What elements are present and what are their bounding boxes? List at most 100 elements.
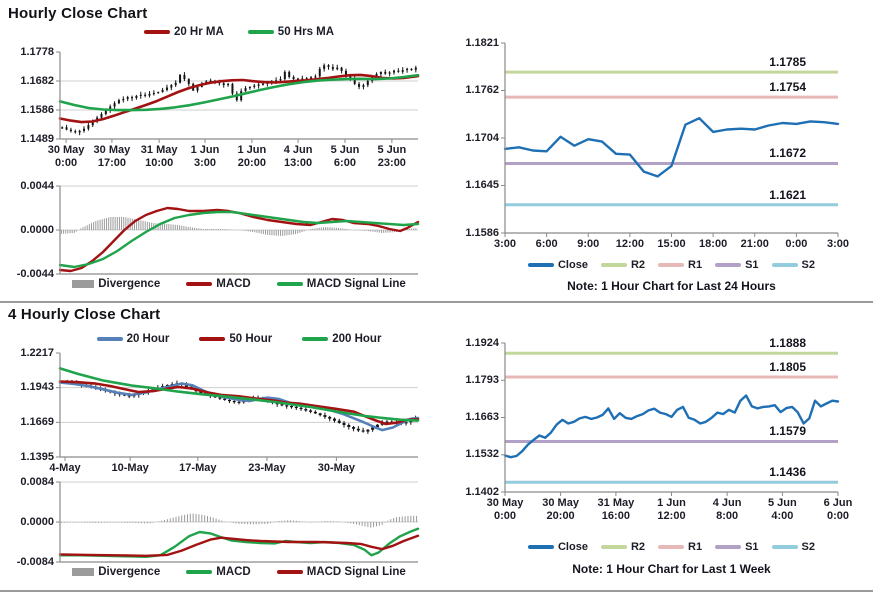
level-label-r1: 1.1754 xyxy=(769,80,806,95)
x-tick-label: 6:00 xyxy=(535,238,558,250)
x-tick-label: 1 Jun 12:00 xyxy=(657,497,686,522)
legend-label: MACD Signal Line xyxy=(306,566,406,578)
y-tick-label: 1.1395 xyxy=(20,450,54,463)
x-tick-label: 4-May xyxy=(49,462,81,474)
legend-swatch-line xyxy=(715,545,742,549)
level-label-s2: 1.1621 xyxy=(769,187,806,202)
y-tick-label: 1.1489 xyxy=(20,132,54,145)
legend-label: S1 xyxy=(745,259,759,271)
macd-signal-line-line xyxy=(58,534,420,558)
y-tick-label: 1.1532 xyxy=(465,448,499,461)
y-tick-label: 1.1821 xyxy=(465,36,499,49)
y-tick-label: 1.1586 xyxy=(465,226,499,239)
x-tick-label: 30 May 0:00 xyxy=(47,144,85,169)
four-hourly-price-legend: 20 Hour 50 Hour 200 Hour xyxy=(60,333,418,345)
legend-label: MACD Signal Line xyxy=(306,278,406,290)
legend-item-macd: MACD xyxy=(186,278,251,290)
legend-item-r1: R1 xyxy=(658,259,702,271)
y-tick-label: -0.0084 xyxy=(16,555,54,568)
level-label-s2: 1.1436 xyxy=(769,465,806,480)
y-tick-label: 1.1762 xyxy=(465,84,499,96)
level-label-s1: 1.1579 xyxy=(769,424,806,439)
legend-label: MACD xyxy=(216,566,251,578)
y-tick-label: 0.0084 xyxy=(20,475,54,488)
legend-swatch-line xyxy=(143,30,170,34)
legend-item-close: Close xyxy=(527,541,588,553)
y-tick-label: 1.1645 xyxy=(465,179,499,191)
legend-item-divergence: Divergence xyxy=(72,566,160,578)
four-hourly-levels-legend: Close R2 R1 S1 S2 xyxy=(495,541,848,553)
candlestick-series xyxy=(61,63,417,136)
hourly-levels-chart: 1.1821 1.1762 1.1704 1.1645 1.1586 3:00 6:00 9:… xyxy=(465,37,849,250)
legend-item-20-hr-ma: 20 Hr MA xyxy=(143,26,224,38)
level-label-s1: 1.1672 xyxy=(769,146,806,161)
x-tick-label: 30-May xyxy=(317,462,356,474)
x-tick-label: 15:00 xyxy=(657,238,686,250)
legend-swatch-line xyxy=(247,30,274,34)
plot-area xyxy=(501,342,840,496)
legend-label: Close xyxy=(557,259,588,271)
legend-item-divergence: Divergence xyxy=(72,278,160,290)
legend-label: 50 Hrs MA xyxy=(277,26,335,38)
legend-label: 50 Hour xyxy=(229,333,273,345)
legend-swatch-line xyxy=(658,545,685,549)
macd-signal-line-line xyxy=(58,210,420,269)
hourly-levels-legend: Close R2 R1 S1 S2 xyxy=(495,259,848,271)
four-hourly-section-title: 4 Hourly Close Chart xyxy=(8,306,161,323)
legend-item-close: Close xyxy=(527,259,588,271)
legend-label: S2 xyxy=(801,541,816,553)
y-tick-label: 1.1943 xyxy=(20,381,54,394)
section-divider xyxy=(0,301,873,303)
four-hourly-macd-legend: Divergence MACD MACD Signal Line xyxy=(60,566,418,578)
legend-label: S2 xyxy=(801,259,816,271)
legend-swatch-line xyxy=(771,263,798,267)
legend-label: R2 xyxy=(630,541,646,553)
x-tick-label: 30 May 17:00 xyxy=(93,144,131,169)
legend-item-s1: S1 xyxy=(715,259,759,271)
legend-swatch-line xyxy=(715,263,742,267)
legend-item-200-hour: 200 Hour xyxy=(302,333,381,345)
x-tick-label: 10-May xyxy=(111,462,149,474)
x-tick-label: 3:00 xyxy=(826,238,850,250)
20-hour-line xyxy=(58,381,420,432)
y-tick-label: 1.2217 xyxy=(20,346,54,359)
x-tick-label: 12:00 xyxy=(615,238,644,250)
200-hour-line xyxy=(58,367,420,422)
legend-label: R2 xyxy=(630,259,646,271)
x-tick-label: 4 Jun 13:00 xyxy=(283,144,313,169)
20-hr-ma-line xyxy=(58,73,420,124)
legend-swatch-bar xyxy=(72,280,95,288)
legend-item-s2: S2 xyxy=(771,259,816,271)
x-tick-label: 5 Jun 23:00 xyxy=(377,144,407,169)
x-tick-label: 3:00 xyxy=(493,238,517,250)
y-tick-label: 0.0000 xyxy=(20,515,54,528)
divergence-bars xyxy=(60,217,417,236)
hourly-levels-note: Note: 1 Hour Chart for Last 24 Hours xyxy=(567,279,776,293)
y-tick-label: 1.1793 xyxy=(465,373,499,386)
four-hourly-macd-chart: 0.0084 0.0000 -0.0084 xyxy=(17,476,420,567)
x-tick-label: 21:00 xyxy=(740,238,769,250)
x-tick-label: 5 Jun 6:00 xyxy=(330,144,360,169)
hourly-price-chart: 1.1778 1.1682 1.1586 1.1489 30 May 0:00 30 May… xyxy=(20,46,420,169)
legend-item-macd-signal-line: MACD Signal Line xyxy=(276,566,406,578)
legend-swatch-line xyxy=(771,545,798,549)
four-hourly-price-chart: 1.2217 1.1943 1.1669 1.1395 4-May 10-May 17-Ma… xyxy=(20,347,420,474)
legend-swatch-line xyxy=(302,337,329,341)
legend-label: MACD xyxy=(216,278,251,290)
legend-swatch-line xyxy=(527,263,554,267)
y-tick-label: 1.1663 xyxy=(465,411,499,423)
x-tick-label: 6 Jun 0:00 xyxy=(823,497,853,522)
x-tick-label: 30 May 20:00 xyxy=(542,497,579,522)
y-tick-label: 1.1586 xyxy=(20,103,54,116)
x-tick-label: 5 Jun 4:00 xyxy=(768,497,797,522)
legend-item-r1: R1 xyxy=(658,541,702,553)
level-label-r1: 1.1805 xyxy=(769,359,806,374)
legend-item-s1: S1 xyxy=(715,541,759,553)
y-tick-label: 1.1704 xyxy=(465,131,499,144)
50-hour-line xyxy=(58,380,420,426)
legend-label: Close xyxy=(557,541,588,553)
x-tick-label: 0:00 xyxy=(785,238,808,250)
legend-label: R1 xyxy=(688,259,703,271)
legend-item-50-hrs-ma: 50 Hrs MA xyxy=(247,26,335,38)
x-tick-label: 1 Jun 3:00 xyxy=(190,144,220,169)
